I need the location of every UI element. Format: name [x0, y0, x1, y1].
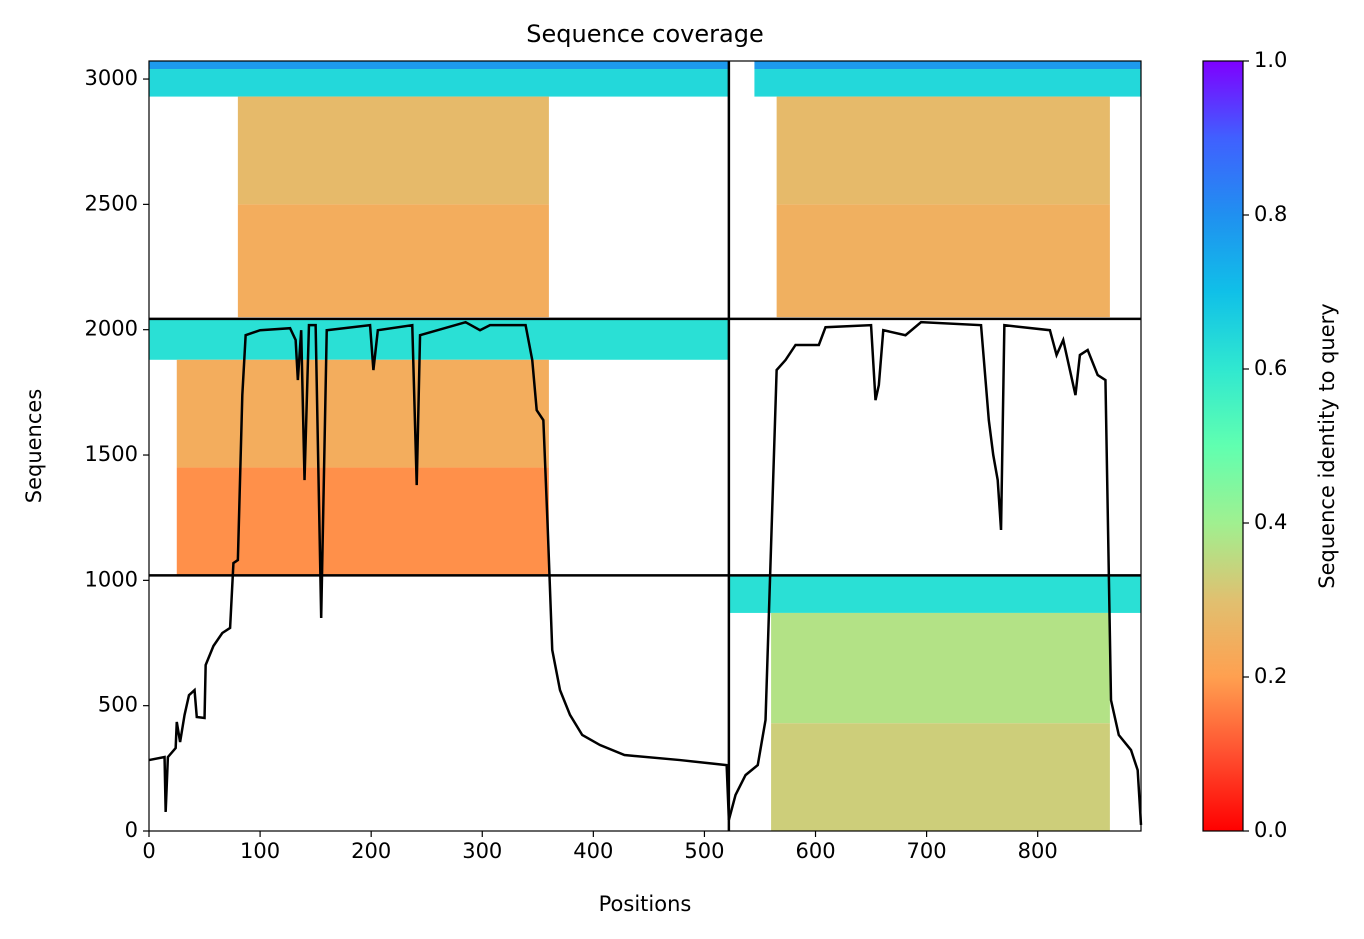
y-tick-label: 500: [98, 693, 138, 717]
colorbar-tick-label: 0.6: [1254, 356, 1287, 380]
x-tick-label: 400: [573, 839, 613, 863]
coverage-block: [149, 69, 729, 97]
y-tick-label: 1000: [85, 567, 138, 591]
colorbar-label: Sequence identity to query: [1315, 303, 1339, 588]
colorbar-tick-label: 0.4: [1254, 510, 1287, 534]
coverage-block: [754, 69, 1141, 97]
plot-frame: [148, 60, 1142, 832]
x-tick-label: 700: [907, 839, 947, 863]
colorbar-tick-label: 0.0: [1254, 818, 1287, 842]
x-tick-label: 0: [142, 839, 155, 863]
coverage-block: [776, 204, 1110, 318]
x-tick-label: 300: [462, 839, 502, 863]
coverage-block: [237, 96, 549, 205]
chart-title: Sequence coverage: [526, 20, 763, 48]
colorbar-tick-label: 0.8: [1254, 202, 1287, 226]
colorbar: [1202, 60, 1244, 832]
colorbar-tick-label: 0.2: [1254, 664, 1287, 688]
x-tick-label: 500: [684, 839, 724, 863]
coverage-block: [754, 61, 1141, 70]
x-tick-label: 800: [1018, 839, 1058, 863]
coverage-block: [771, 723, 1110, 831]
coverage-block: [237, 204, 549, 318]
y-axis-label: Sequences: [22, 389, 46, 504]
coverage-block: [728, 575, 1141, 613]
y-tick-label: 2000: [85, 317, 138, 341]
x-tick-label: 100: [240, 839, 280, 863]
coverage-block: [176, 359, 549, 468]
x-tick-label: 200: [351, 839, 391, 863]
y-tick-label: 1500: [85, 442, 138, 466]
x-axis-label: Positions: [599, 892, 692, 916]
colorbar-tick-label: 1.0: [1254, 48, 1287, 72]
coverage-block: [149, 61, 729, 70]
coverage-block: [176, 467, 549, 576]
x-tick-label: 600: [795, 839, 835, 863]
y-tick-label: 3000: [85, 66, 138, 90]
coverage-block: [771, 612, 1110, 724]
coverage-line: [148, 320, 1143, 826]
y-tick-label: 0: [125, 818, 138, 842]
y-tick-label: 2500: [85, 191, 138, 215]
coverage-block: [149, 318, 729, 360]
coverage-block: [776, 96, 1110, 205]
